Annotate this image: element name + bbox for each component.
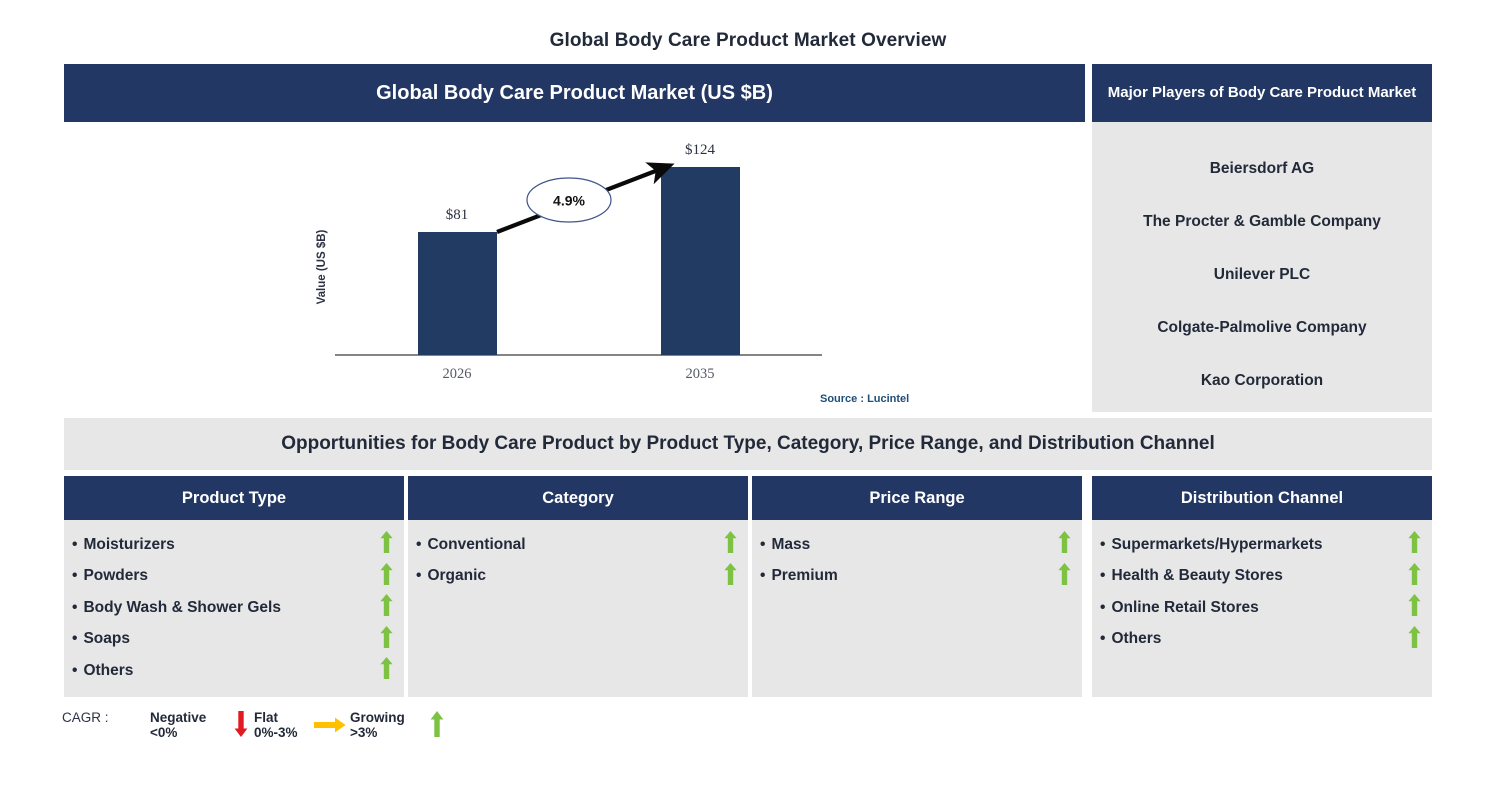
up-arrow-icon <box>1406 531 1422 558</box>
opportunity-column-price-range: Price Range Mass Premium <box>752 476 1082 697</box>
list-item: Organic <box>416 561 738 593</box>
column-header: Product Type <box>64 476 404 520</box>
column-header: Category <box>408 476 748 520</box>
list-item: Mass <box>760 529 1072 561</box>
item-label: Online Retail Stores <box>1100 599 1406 617</box>
column-body: Mass Premium <box>752 520 1082 697</box>
column-header: Price Range <box>752 476 1082 520</box>
column-body: Conventional Organic <box>408 520 748 697</box>
list-item: Premium <box>760 561 1072 593</box>
chart-svg: Value (US $B) $81 2026 $124 2035 4.9% <box>316 142 822 382</box>
page-title: Global Body Care Product Market Overview <box>549 30 947 51</box>
players-list: Beiersdorf AG The Procter & Gamble Compa… <box>1092 122 1432 412</box>
list-item: Supermarkets/Hypermarkets <box>1100 529 1422 561</box>
up-arrow-icon <box>1406 594 1422 621</box>
up-arrow-icon <box>378 625 394 653</box>
cagr-legend: CAGR : Negative <0% Flat 0%-3% Growing >… <box>62 706 482 776</box>
bar-2026 <box>418 232 497 355</box>
tick-label-2035: 2035 <box>686 366 715 382</box>
up-arrow-icon <box>378 531 394 558</box>
entry-range: <0% <box>150 725 178 740</box>
list-item: Others <box>1100 624 1422 656</box>
cagr-legend-clipped-row: Negative <0% Flat 0%-3% Growing >3% <box>62 753 482 769</box>
bar-label-2035: $124 <box>685 142 716 158</box>
item-label: Others <box>72 662 378 680</box>
down-arrow-icon <box>234 711 248 742</box>
entry-range: >3% <box>350 725 378 740</box>
opportunity-column-product-type: Product Type Moisturizers Powders Body W… <box>64 476 404 697</box>
list-item: The Procter & Gamble Company <box>1143 213 1381 230</box>
item-label: Moisturizers <box>72 536 378 554</box>
cagr-legend-title: CAGR : <box>62 710 109 725</box>
cagr-legend-entry-flat: Flat 0%-3% <box>254 710 298 740</box>
list-item: Body Wash & Shower Gels <box>72 592 394 624</box>
tick-label-2026: 2026 <box>443 366 472 382</box>
list-item: Colgate-Palmolive Company <box>1157 319 1367 336</box>
column-body: Supermarkets/Hypermarkets Health & Beaut… <box>1092 520 1432 697</box>
bar-label-2026: $81 <box>446 207 469 223</box>
item-label: Others <box>1100 630 1406 648</box>
item-label: Premium <box>760 567 1056 585</box>
item-label: Organic <box>416 567 722 585</box>
cagr-callout-ellipse <box>526 177 612 223</box>
list-item: Conventional <box>416 529 738 561</box>
column-header: Distribution Channel <box>1092 476 1432 520</box>
entry-word: Flat <box>254 710 279 725</box>
list-item: Unilever PLC <box>1213 266 1311 283</box>
opportunity-column-category: Category Conventional Organic <box>408 476 748 697</box>
market-bar-chart: Value (US $B) $81 2026 $124 2035 4.9% <box>64 122 1085 412</box>
up-arrow-icon <box>430 711 444 742</box>
up-arrow-icon <box>1056 531 1072 558</box>
list-item: Soaps <box>72 624 394 656</box>
list-item: Powders <box>72 561 394 593</box>
up-arrow-icon <box>378 562 394 590</box>
up-arrow-icon <box>378 657 394 684</box>
item-label: Soaps <box>72 630 378 648</box>
entry-word: Growing <box>350 710 405 725</box>
up-arrow-icon <box>1056 562 1072 590</box>
item-label: Conventional <box>416 536 722 554</box>
item-label: Mass <box>760 536 1056 554</box>
list-item: Others <box>72 655 394 687</box>
up-arrow-icon <box>722 531 738 558</box>
entry-range: 0%-3% <box>254 725 298 740</box>
up-arrow-icon <box>722 562 738 590</box>
item-label: Health & Beauty Stores <box>1100 567 1406 585</box>
chart-y-axis-label: Value (US $B) <box>316 229 328 304</box>
list-item: Kao Corporation <box>1200 372 1324 389</box>
market-card-header: Global Body Care Product Market (US $B) <box>64 64 1085 122</box>
list-item: Beiersdorf AG <box>1209 160 1315 177</box>
cagr-legend-entry-negative: Negative <0% <box>150 710 206 740</box>
right-arrow-icon <box>314 717 346 738</box>
item-label: Body Wash & Shower Gels <box>72 599 378 617</box>
opportunity-column-distribution-channel: Distribution Channel Supermarkets/Hyperm… <box>1092 476 1432 697</box>
column-body: Moisturizers Powders Body Wash & Shower … <box>64 520 404 697</box>
item-label: Supermarkets/Hypermarkets <box>1100 536 1406 554</box>
bar-2035 <box>661 167 740 355</box>
list-item: Online Retail Stores <box>1100 592 1422 624</box>
item-label: Powders <box>72 567 378 585</box>
list-item: Health & Beauty Stores <box>1100 561 1422 593</box>
list-item: Moisturizers <box>72 529 394 561</box>
up-arrow-icon <box>1406 625 1422 653</box>
cagr-legend-entry-growing: Growing >3% <box>350 710 405 740</box>
entry-word: Negative <box>150 710 207 725</box>
opportunities-banner: Opportunities for Body Care Product by P… <box>64 418 1432 470</box>
cagr-callout-value: 4.9% <box>553 193 585 209</box>
players-card-header: Major Players of Body Care Product Marke… <box>1092 64 1432 122</box>
up-arrow-icon <box>1406 562 1422 590</box>
up-arrow-icon <box>378 594 394 621</box>
source-label: Source : Lucintel <box>820 393 910 405</box>
